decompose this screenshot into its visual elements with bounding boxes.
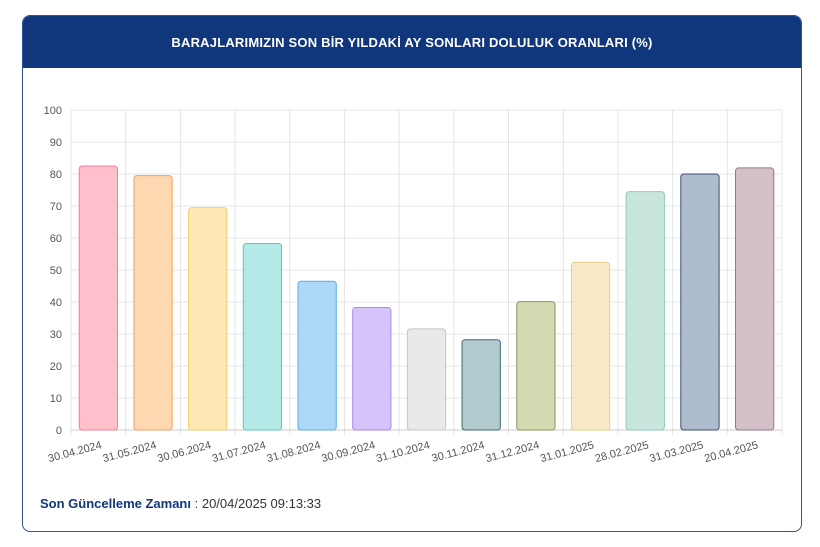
x-tick-label: 30.04.2024 — [47, 439, 103, 465]
last-update: Son Güncelleme Zamanı : 20/04/2025 09:13… — [40, 496, 321, 511]
x-tick-label: 31.01.2025 — [539, 439, 595, 465]
x-tick-label: 30.06.2024 — [156, 439, 212, 465]
x-tick-label: 28.02.2025 — [594, 439, 650, 465]
x-tick-label: 31.08.2024 — [266, 439, 322, 465]
last-update-value: : 20/04/2025 09:13:33 — [194, 496, 322, 511]
y-tick-label: 10 — [50, 393, 62, 405]
last-update-label: Son Güncelleme Zamanı — [40, 496, 191, 511]
bar-chart: 0 10 20 30 40 50 60 70 80 90 100 30.04.202431.05.20… — [44, 105, 783, 465]
x-tick-label: 30.11.2024 — [430, 439, 486, 465]
y-tick-label: 80 — [50, 169, 62, 181]
y-tick-label: 0 — [56, 425, 62, 437]
bar-30.09.2024 — [352, 306, 392, 431]
chart-card: BARAJLARIMIZIN SON BİR YILDAKİ AY SONLAR… — [22, 15, 802, 532]
x-tick-label: 20.04.2025 — [703, 439, 759, 465]
bar-30.04.2024 — [78, 165, 118, 431]
y-tick-label: 50 — [50, 265, 62, 277]
bar-31.03.2025 — [680, 173, 720, 431]
y-tick-label: 100 — [44, 105, 62, 117]
bar-30.11.2024 — [461, 339, 501, 431]
bar-31.12.2024 — [516, 301, 556, 431]
chart-area: 0 10 20 30 40 50 60 70 80 90 100 30.04.2024 31.05.20… — [23, 68, 801, 468]
x-tick-label: 31.12.2024 — [484, 439, 540, 465]
bar-31.01.2025 — [570, 261, 611, 431]
x-tick-label: 31.05.2024 — [102, 439, 158, 465]
y-tick-label: 70 — [50, 201, 62, 213]
bar-31.08.2024 — [297, 280, 337, 431]
x-tick-label: 31.03.2025 — [648, 439, 704, 465]
y-tick-label: 90 — [50, 137, 62, 149]
bar-28.02.2025 — [625, 191, 665, 431]
bar-31.05.2024 — [133, 175, 173, 431]
x-tick-label: 30.09.2024 — [320, 439, 376, 465]
y-tick-label: 30 — [50, 329, 62, 341]
bar-30.06.2024 — [188, 207, 228, 431]
y-tick-label: 20 — [50, 361, 62, 373]
y-tick-label: 40 — [50, 297, 62, 309]
x-tick-label: 31.07.2024 — [211, 439, 267, 465]
bar-31.10.2024 — [406, 328, 447, 431]
bar-20.04.2025 — [735, 167, 775, 431]
chart-title: BARAJLARIMIZIN SON BİR YILDAKİ AY SONLAR… — [23, 16, 801, 68]
bar-31.07.2024 — [242, 242, 283, 431]
x-tick-label: 31.10.2024 — [375, 439, 431, 465]
y-tick-label: 60 — [50, 233, 62, 245]
